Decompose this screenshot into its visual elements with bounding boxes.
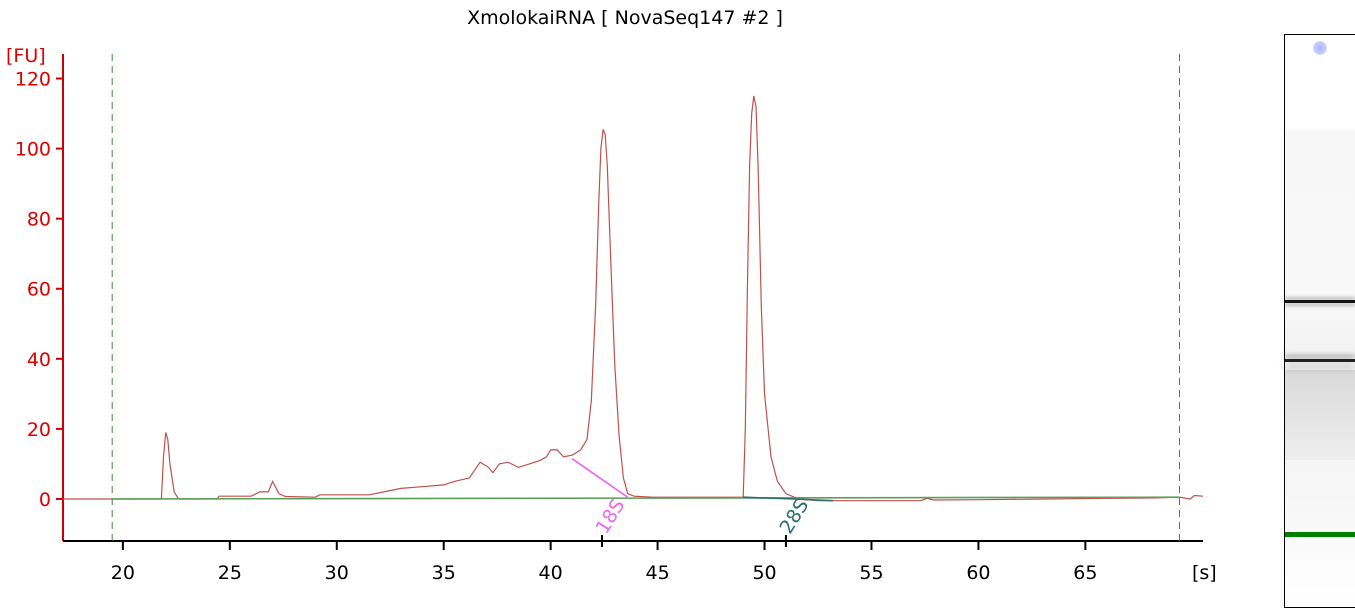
series-line-0	[63, 95, 1204, 502]
series-line-3	[743, 496, 834, 502]
x-axis-unit-label: [s]	[1192, 562, 1217, 584]
y-axis-unit-label: [FU]	[6, 45, 46, 67]
gel-band-28s	[1285, 300, 1355, 303]
y-tick-label: 0	[39, 489, 51, 511]
x-tick-label: 35	[432, 562, 456, 584]
y-tick-label: 60	[27, 279, 51, 301]
series-line-2	[571, 458, 629, 498]
x-tick-label: 65	[1073, 562, 1097, 584]
x-tick-label: 50	[752, 562, 776, 584]
y-tick-label: 80	[27, 209, 51, 231]
electropherogram: XmolokaiRNA [ NovaSeq147 #2 ] [FU] [s] 0…	[6, 7, 1217, 584]
gel-band-18s	[1285, 359, 1355, 362]
peak-label: 28S	[776, 495, 814, 537]
y-tick-label: 100	[15, 139, 51, 161]
gel-smear	[1285, 370, 1355, 460]
peak-label: 18S	[592, 495, 630, 537]
x-tick-label: 30	[325, 562, 349, 584]
y-tick-label: 20	[27, 419, 51, 441]
x-tick-label: 55	[859, 562, 883, 584]
gel-well-dot	[1313, 41, 1327, 55]
gel-marker-band	[1285, 532, 1355, 537]
y-tick-label: 120	[15, 69, 51, 91]
x-tick-label: 25	[218, 562, 242, 584]
y-tick-label: 40	[27, 349, 51, 371]
x-tick-label: 45	[646, 562, 670, 584]
x-tick-label: 20	[111, 562, 135, 584]
x-tick-label: 60	[966, 562, 990, 584]
x-tick-label: 40	[539, 562, 563, 584]
series-line-1	[112, 496, 1180, 500]
chart-title: XmolokaiRNA [ NovaSeq147 #2 ]	[467, 7, 783, 29]
gel-lane-image	[1284, 34, 1355, 608]
